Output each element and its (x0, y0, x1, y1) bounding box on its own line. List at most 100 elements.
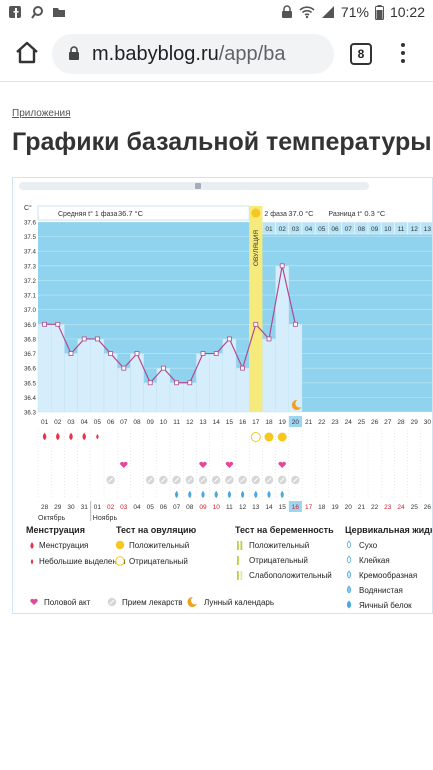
legend-medicine-icon-line (109, 599, 115, 605)
cycle-day-label: 22 (318, 419, 326, 426)
temperature-bar (143, 382, 158, 413)
temperature-point[interactable] (174, 380, 180, 386)
search-icon (31, 6, 43, 19)
address-bar[interactable]: m.babyblog.ru/app/ba (52, 34, 334, 74)
calendar-date-label: 12 (239, 504, 247, 511)
legend-light-bleeding-item: Небольшие выделения (39, 557, 126, 566)
temperature-bar (288, 324, 303, 413)
temperature-point[interactable] (279, 263, 285, 269)
overflow-menu-icon[interactable] (398, 43, 408, 67)
legend-menstruation-item: Менструация (39, 541, 88, 550)
temperature-point[interactable] (226, 336, 232, 342)
intercourse-heart-icon (278, 461, 286, 468)
calendar-date-label: 09 (199, 504, 207, 511)
phase1-value: 36.7 °C (118, 209, 144, 218)
legend-cervical-item: Водянистая (359, 586, 403, 595)
temperature-bar (90, 338, 105, 413)
cervical-fluid-drop-icon (227, 490, 232, 499)
calendar-date-label: 25 (411, 504, 419, 511)
temperature-point[interactable] (147, 380, 153, 386)
y-tick-label: 37.1 (24, 293, 37, 300)
phase2-day-label: 10 (384, 226, 392, 233)
home-icon[interactable] (12, 38, 42, 68)
temperature-point[interactable] (187, 380, 193, 386)
legend-pregnancy-icon (237, 571, 239, 580)
medicine-pill-icon-line (253, 477, 259, 483)
temperature-bar (196, 353, 210, 413)
temperature-point[interactable] (121, 365, 127, 371)
temperature-point[interactable] (134, 351, 140, 356)
temperature-point[interactable] (55, 321, 61, 327)
temperature-point[interactable] (200, 351, 206, 356)
legend-moon-icon (187, 596, 197, 607)
calendar-date-label: 04 (133, 504, 141, 511)
cycle-day-label: 11 (173, 419, 180, 426)
calendar-date-label: 08 (186, 504, 194, 511)
temperature-bar (64, 353, 78, 413)
cycle-day-label: 14 (213, 419, 221, 426)
bbt-chart-widget: Средняя t° 1 фаза 36.7 °C 2 фаза 37.0 °C Раз… (12, 177, 433, 614)
medicine-pill-icon-line (147, 477, 153, 483)
legend-medicine-label: Прием лекарств (122, 598, 182, 607)
legend-cervical-icon (346, 555, 352, 564)
temperature-point[interactable] (42, 321, 48, 327)
month-label-november: Ноябрь (93, 514, 118, 522)
legend-ovulation-title: Тест на овуляцию (116, 525, 197, 535)
y-tick-label: 36.8 (24, 336, 37, 343)
facebook-icon (9, 6, 21, 18)
cycle-day-label: 25 (358, 419, 366, 426)
calendar-date-label: 30 (67, 504, 75, 511)
calendar-date-label: 05 (147, 504, 155, 511)
legend-pregnancy-title: Тест на беременность (235, 525, 334, 535)
lock-screen-icon (281, 5, 292, 18)
cycle-day-label: 13 (199, 419, 207, 426)
calendar-date-label: 14 (265, 504, 273, 511)
cycle-day-label: 06 (107, 419, 115, 426)
y-tick-label: 36.4 (24, 395, 37, 402)
temperature-point[interactable] (81, 336, 87, 342)
cycle-day-label: 24 (345, 419, 353, 426)
calendar-date-label: 03 (120, 504, 128, 511)
legend-menstruation-title: Менструация (26, 525, 85, 535)
cycle-day-label: 17 (252, 419, 260, 426)
wifi-icon (299, 6, 315, 19)
phase2-value: 37.0 °C (288, 209, 314, 218)
calendar-date-label: 18 (318, 504, 326, 511)
calendar-date-label: 07 (173, 504, 181, 511)
temperature-point[interactable] (160, 365, 166, 371)
y-tick-label: 37.4 (24, 249, 37, 256)
y-tick-label: 36.7 (24, 351, 37, 358)
phase2-day-label: 13 (424, 226, 432, 233)
phase2-day-label: 12 (411, 226, 419, 233)
url-text[interactable]: m.babyblog.ru/app/ba (92, 43, 286, 65)
temperature-point[interactable] (253, 321, 259, 327)
temperature-point[interactable] (240, 365, 246, 371)
phase2-label: 2 фаза (264, 211, 287, 218)
temperature-point[interactable] (95, 336, 100, 342)
phase2-day-label: 08 (358, 226, 366, 233)
temperature-point[interactable] (213, 351, 219, 356)
scrollbar-handle[interactable] (195, 183, 201, 189)
calendar-date-label: 19 (331, 504, 339, 511)
legend-pregnancy-item: Положительный (249, 541, 309, 550)
temperature-bar (235, 367, 250, 413)
breadcrumb[interactable]: Приложения (12, 108, 71, 119)
lock-icon (69, 46, 79, 60)
current-day-highlight (288, 416, 302, 427)
tab-switcher-button[interactable]: 8 (350, 43, 372, 65)
horizontal-scrollbar[interactable] (19, 182, 369, 190)
temperature-bar (182, 382, 197, 413)
temperature-point[interactable] (108, 351, 113, 356)
temperature-bar (77, 338, 91, 413)
temperature-point[interactable] (68, 351, 74, 356)
temperature-point[interactable] (266, 336, 272, 342)
y-tick-label: 36.6 (24, 366, 37, 373)
temperature-point[interactable] (292, 321, 298, 327)
legend-ovulation-positive: Положительный (129, 541, 189, 550)
cervical-fluid-drop-icon (240, 490, 245, 499)
menstruation-drop-icon (42, 432, 47, 441)
calendar-date-label: 23 (384, 504, 392, 511)
calendar-date-label: 01 (94, 504, 102, 511)
phase2-day-label: 05 (318, 226, 326, 233)
temperature-bar (51, 324, 65, 413)
